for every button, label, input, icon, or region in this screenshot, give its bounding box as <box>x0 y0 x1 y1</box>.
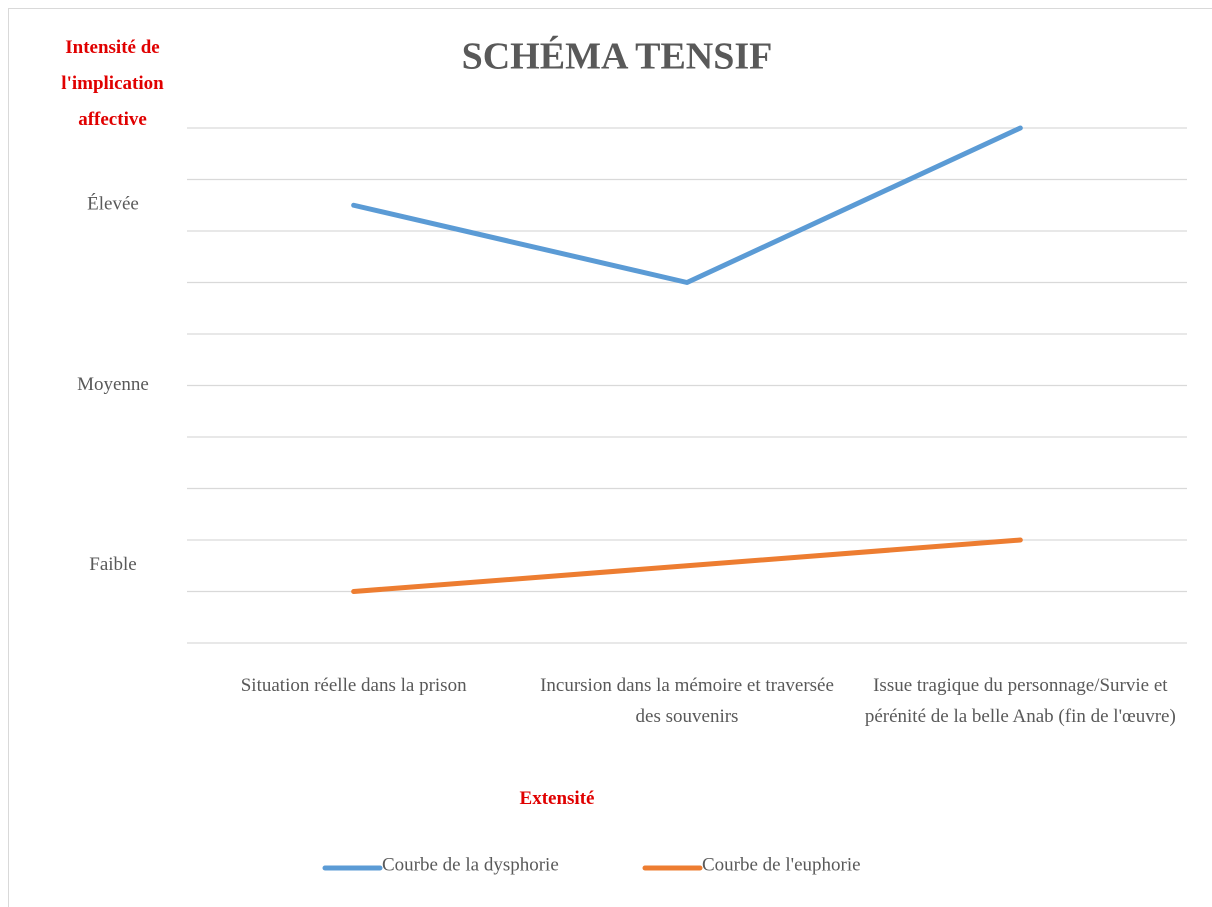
x-tick-label: Situation réelle dans la prison <box>240 675 467 696</box>
legend-label: Courbe de la dysphorie <box>382 854 559 875</box>
chart-title: SCHÉMA TENSIF <box>462 36 773 78</box>
x-tick-label: Issue tragique du personnage/Survie et p… <box>864 675 1176 727</box>
legend-label: Courbe de l'euphorie <box>702 854 861 875</box>
series-line <box>351 537 1023 594</box>
y-tick-label: Élevée <box>87 193 139 215</box>
x-axis-label: Extensité <box>519 788 595 809</box>
y-tick-label: Moyenne <box>77 374 149 395</box>
chart-border <box>8 8 1212 907</box>
x-tick-label: Incursion dans la mémoire et traversée d… <box>540 675 834 727</box>
y-tick-label: Faible <box>89 554 137 575</box>
series-line <box>351 125 1023 285</box>
y-axis-label: Intensité de l'implication affective <box>61 37 164 130</box>
